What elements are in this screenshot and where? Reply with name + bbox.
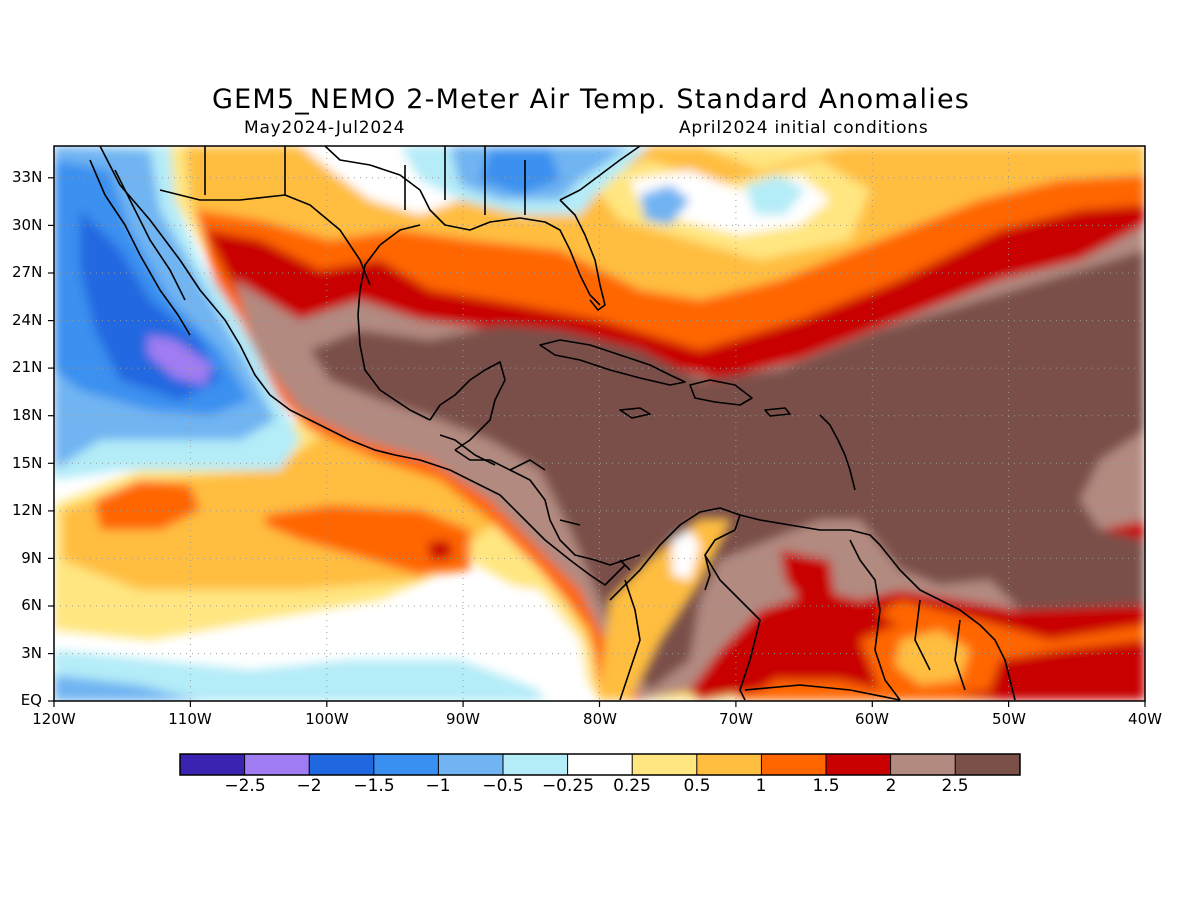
lon-tick-label: 90W: [446, 710, 480, 728]
initial-conditions: April2024 initial conditions: [679, 118, 929, 138]
colorbar-swatch: [567, 754, 633, 775]
lon-tick-label: 40W: [1128, 710, 1162, 728]
lat-tick-label: 33N: [12, 168, 43, 186]
anomaly-cool-atl-2: [745, 175, 805, 215]
coastline-lesser-antilles: [819, 414, 856, 491]
colorbar-swatch: [244, 754, 310, 775]
anomaly-red-pacific: [428, 540, 452, 560]
coastline-cuba: [539, 339, 686, 386]
colorbar-swatch: [890, 754, 956, 775]
lat-tick-label: 3N: [21, 644, 42, 662]
lat-tick-label: 30N: [12, 216, 43, 234]
coastline-florida: [559, 199, 606, 311]
coastline-mexico-pacific: [99, 146, 626, 586]
forecast-period: May2024-Jul2024: [244, 118, 406, 138]
coastline-us-atlantic: [559, 146, 641, 201]
lat-tick-label: 15N: [12, 454, 43, 472]
coastline-gulf: [324, 146, 601, 421]
colorbar-label: −0.5: [482, 776, 524, 796]
colorbar-label: 1: [755, 776, 767, 796]
border-us-mexico: [159, 189, 371, 286]
border-brazil: [744, 684, 901, 701]
colorbar: [179, 753, 1021, 776]
coastline-south-america-north: [609, 507, 1016, 701]
border-central-america: [439, 434, 631, 571]
lat-tick-label: 21N: [12, 358, 43, 376]
anomaly-yellow-guiana: [895, 630, 970, 685]
colorbar-swatch: [761, 754, 826, 775]
coastline-yucatan: [429, 361, 506, 451]
anomaly-cool-atl-1: [640, 185, 690, 225]
anomaly-cool-eq-05: [54, 675, 200, 701]
colorbar-swatch: [696, 754, 762, 775]
anomaly-shading: [54, 146, 1145, 701]
colorbar-swatch: [438, 754, 503, 775]
colorbar-swatch: [826, 754, 891, 775]
anomaly-red-venezuela: [780, 550, 835, 600]
anomaly-white-eq: [470, 580, 590, 700]
anomaly-white-colombia: [672, 530, 700, 580]
coastline-jamaica: [619, 407, 651, 419]
lon-tick-label: 60W: [855, 710, 889, 728]
anomaly-cool-mexico-2: [148, 335, 212, 385]
colorbar-swatch: [309, 754, 374, 775]
lat-tick-label: 18N: [12, 406, 43, 424]
border-guianas: [914, 599, 966, 691]
anomaly-orange-pacific-west: [95, 480, 200, 530]
coastline-pacific-sa: [619, 579, 641, 701]
colorbar-label: −0.25: [541, 776, 595, 796]
colorbar-label: −2.5: [224, 776, 266, 796]
anomaly-band-2p5: [310, 250, 1145, 690]
lon-tick-label: 110W: [168, 710, 212, 728]
colorbar-label: 0.5: [683, 776, 711, 796]
lat-tick-label: 12N: [12, 501, 43, 519]
colorbar-swatch: [503, 754, 568, 775]
coastline-baja: [89, 159, 191, 336]
lat-tick-label: 6N: [21, 596, 42, 614]
colorbar-swatch: [632, 754, 697, 775]
axis-ticks: [48, 177, 1146, 707]
lon-tick-label: 120W: [32, 710, 76, 728]
anomaly-yellow-colombia: [598, 520, 730, 700]
coastline-central-america: [454, 449, 641, 566]
lon-tick-label: 50W: [992, 710, 1026, 728]
colorbar-label: 2: [885, 776, 897, 796]
lon-tick-label: 80W: [583, 710, 617, 728]
lat-tick-label: 9N: [21, 549, 42, 567]
colorbar-swatch: [373, 754, 439, 775]
coastline-hispaniola: [689, 379, 753, 406]
colorbar-swatch: [955, 754, 1020, 775]
anomaly-cool-us-1: [480, 150, 560, 195]
lat-tick-label: 27N: [12, 263, 43, 281]
colorbar-label: 2.5: [941, 776, 969, 796]
colorbar-label: −1.5: [353, 776, 395, 796]
border-venezuela-guyana: [849, 539, 901, 701]
colorbar-swatch: [180, 754, 245, 775]
colorbar-label: −2: [296, 776, 322, 796]
border-colombia-venezuela: [704, 554, 761, 701]
colorbar-label: 1.5: [812, 776, 840, 796]
lat-tick-label: 24N: [12, 311, 43, 329]
lon-tick-label: 100W: [305, 710, 349, 728]
border-us-states: [204, 146, 526, 215]
lon-tick-label: 70W: [719, 710, 753, 728]
lat-tick-label: EQ: [20, 691, 42, 709]
colorbar-label: 0.25: [613, 776, 651, 796]
colorbar-label: −1: [425, 776, 451, 796]
anomaly-orange-pacific-east: [265, 505, 470, 575]
anomaly-cool-eq-025: [54, 650, 545, 701]
graticule: [54, 146, 1145, 701]
map-title: GEM5_NEMO 2-Meter Air Temp. Standard Ano…: [211, 84, 971, 115]
coastlines: [89, 146, 1016, 701]
coastline-puerto-rico: [764, 407, 791, 417]
